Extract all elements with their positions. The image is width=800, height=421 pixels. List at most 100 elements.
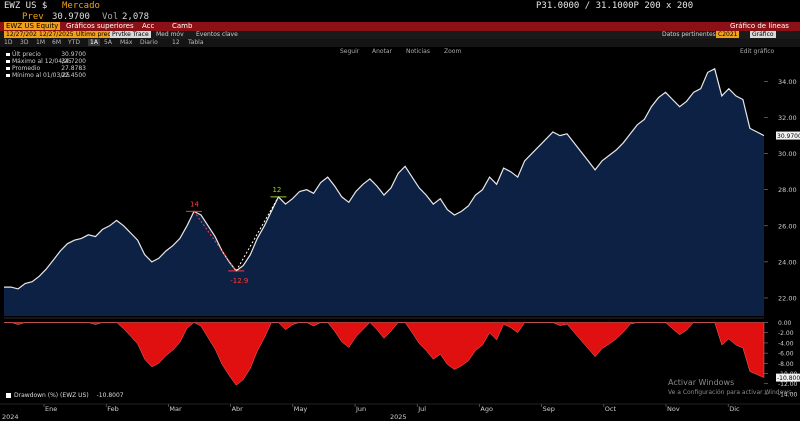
legend-swatch xyxy=(6,67,10,70)
edit-chart-button[interactable]: Edit gráfico xyxy=(740,48,775,55)
drawdown-tick-label: 0.00 xyxy=(778,320,792,327)
watermark-line-2: Ve a Configuración para activar Windows. xyxy=(668,389,794,396)
date-end-field[interactable]: 12/27/2025 xyxy=(37,31,76,38)
range-option-5a[interactable]: 5A xyxy=(104,39,112,46)
price-tick-label: 34.00 xyxy=(778,78,797,86)
range-option-ytd[interactable]: YTD xyxy=(68,39,80,46)
relevant-data-dropdown[interactable]: Datos pertinentes xyxy=(662,31,716,38)
range-option-tabla[interactable]: Tabla xyxy=(188,39,204,46)
year-label-mid: 2025 xyxy=(390,413,407,421)
year-label-start: 2024 xyxy=(2,413,19,421)
x-tick-label: Oct xyxy=(605,405,617,413)
last-drawdown-label: -10.800 xyxy=(777,375,800,382)
price-tick-label: 26.00 xyxy=(778,222,797,230)
drawdown-tick-label: -12.00 xyxy=(778,381,798,388)
range-option-3d[interactable]: 3D xyxy=(20,39,29,46)
drawdown-swatch xyxy=(6,393,11,398)
date-start-field[interactable]: 12/27/2024 xyxy=(4,31,43,38)
range-option-6m[interactable]: 6M xyxy=(52,39,61,46)
drawdown-legend-label: Drawdown (%) (EWZ US) xyxy=(14,392,89,399)
range-selector: 1D 3D 1M 6M YTD 1A 5A Máx Diario 12 Tabla xyxy=(0,39,800,47)
x-tick-label: Sep xyxy=(543,405,555,413)
menu-graficos[interactable]: Gráficos superiores xyxy=(66,22,134,30)
last-price-select[interactable]: Último precio xyxy=(74,31,118,38)
x-tick-label: Jul xyxy=(417,405,426,413)
last-price-tag xyxy=(776,131,800,140)
last-drawdown-tag xyxy=(776,373,800,382)
ticker-label[interactable]: EWZ US $ xyxy=(4,1,48,11)
prev-value: 30.9700 xyxy=(52,12,90,22)
price-tick-label: 24.00 xyxy=(778,258,797,266)
x-tick-label: Abr xyxy=(232,405,244,413)
annotation-trough-label: -12.9 xyxy=(230,277,248,285)
menu-camb[interactable]: Camb xyxy=(172,22,193,30)
legend-swatch xyxy=(6,74,10,77)
price-tick-label: 32.00 xyxy=(778,114,797,122)
range-option-12[interactable]: 12 xyxy=(172,39,180,46)
range-option-1a[interactable]: 1A xyxy=(88,39,100,46)
prev-vol-row: Prev 30.9700 Vol 2,078 xyxy=(0,12,800,22)
legend-row: Promedio 27.8783 xyxy=(6,65,86,72)
chart-name-field[interactable]: C2021 xyxy=(716,31,740,38)
prev-label: Prev xyxy=(22,12,44,22)
x-tick-label: Dic xyxy=(729,405,740,413)
windows-activation-watermark: Activar Windows Ve a Configuración para … xyxy=(668,378,793,398)
range-option-diario[interactable]: Diario xyxy=(140,39,158,46)
watermark-line-1: Activar Windows xyxy=(668,378,735,387)
legend-value: 34.7200 xyxy=(61,58,86,65)
menu-acc[interactable]: Acc xyxy=(142,22,155,30)
legend-label: Promedio xyxy=(12,65,41,72)
x-tick-label: Jun xyxy=(355,405,366,413)
vol-label: Vol xyxy=(102,12,119,22)
legend-swatch xyxy=(6,60,10,63)
quote-header: EWZ US $ Mercado P31.0000 / 31.1000P 200… xyxy=(0,0,800,12)
drawdown-tick-label: -14.00 xyxy=(778,391,798,398)
price-legend: Últ precio 30.9700 Máximo al 12/04/25 34.72… xyxy=(6,51,86,79)
chart-tools: Seguir Anotar Noticias Zoom Edit gráfico xyxy=(0,47,800,56)
price-tick-label: 22.00 xyxy=(778,294,797,302)
legend-row: Máximo al 12/04/25 34.7200 xyxy=(6,58,86,65)
legend-row: Mínimo al 01/03/25 22.4500 xyxy=(6,72,86,79)
drawdown-legend-value: -10.8007 xyxy=(96,392,124,399)
drawdown-tick-label: -4.00 xyxy=(778,340,794,347)
annotation-peak-label: 14 xyxy=(190,200,199,208)
drawdown-tick-label: -8.00 xyxy=(778,361,794,368)
drawdown-tick-label: -2.00 xyxy=(778,330,794,337)
range-option-máx[interactable]: Máx xyxy=(120,39,133,46)
drawdown-leg-line xyxy=(193,211,237,272)
news-tool[interactable]: Noticias xyxy=(406,48,430,55)
x-tick-label: Nov xyxy=(667,405,680,413)
legend-value: 27.8783 xyxy=(61,65,86,72)
drawdown-tick-label: -6.00 xyxy=(778,351,794,358)
average-select[interactable]: Prvtke Trace xyxy=(110,31,151,38)
legend-label: Mínimo al 01/03/25 xyxy=(12,72,70,79)
price-tick-label: 30.00 xyxy=(778,150,797,158)
price-area xyxy=(4,68,764,316)
moving-average-toggle[interactable]: Med móv xyxy=(156,31,184,38)
legend-label: Máximo al 12/04/25 xyxy=(12,58,72,65)
last-price-label: 30.9700 xyxy=(777,133,800,140)
x-tick-label: Ene xyxy=(45,405,57,413)
key-events-toggle[interactable]: Eventos clave xyxy=(196,31,238,38)
equity-tab[interactable]: EWZ US Equity xyxy=(4,22,61,30)
range-option-1m[interactable]: 1M xyxy=(36,39,45,46)
x-tick-label: Feb xyxy=(107,405,119,413)
drawdown-legend: Drawdown (%) (EWZ US) -10.8007 xyxy=(6,392,124,399)
legend-label: Últ precio xyxy=(12,51,41,58)
x-tick-label: Ago xyxy=(480,405,493,413)
x-tick-label: Mar xyxy=(169,405,182,413)
controls-row: 12/27/2024 12/27/2025 Último precio Prvt… xyxy=(0,31,800,39)
annotate-tool[interactable]: Anotar xyxy=(372,48,393,55)
follow-tool[interactable]: Seguir xyxy=(340,48,360,55)
zoom-tool[interactable]: Zoom xyxy=(444,48,462,55)
legend-row: Últ precio 30.9700 xyxy=(6,51,86,58)
market-label[interactable]: Mercado xyxy=(62,1,100,11)
annotation-recovery-label: 12 xyxy=(272,186,281,194)
price-line xyxy=(4,67,765,290)
range-option-1d[interactable]: 1D xyxy=(4,39,13,46)
function-toolbar: EWZ US Equity Gráficos superiores Acc Ca… xyxy=(0,22,800,31)
price-tick-label: 28.00 xyxy=(778,186,797,194)
legend-swatch xyxy=(6,53,10,56)
chart-tab[interactable]: Gráfico xyxy=(750,31,776,38)
